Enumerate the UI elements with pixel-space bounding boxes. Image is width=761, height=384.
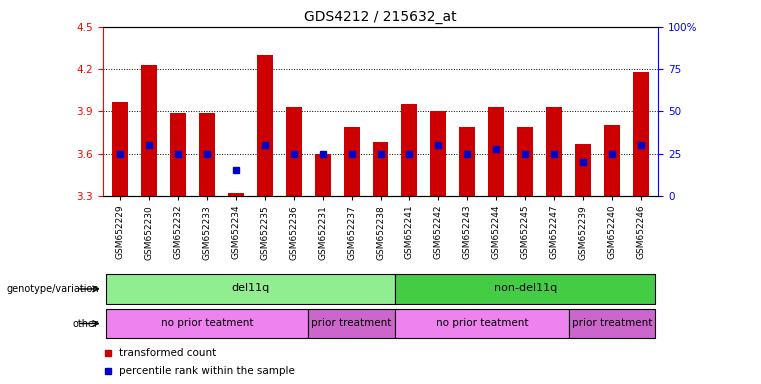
Bar: [395, 274, 655, 304]
Text: prior treatment: prior treatment: [311, 318, 392, 328]
Bar: [228, 193, 244, 196]
Text: genotype/variation: genotype/variation: [6, 284, 99, 294]
Bar: [517, 127, 533, 196]
Text: del11q: del11q: [231, 283, 269, 293]
Text: non-del11q: non-del11q: [494, 283, 557, 293]
Bar: [402, 104, 417, 196]
Text: other: other: [73, 318, 99, 329]
Text: prior treatment: prior treatment: [572, 318, 652, 328]
Text: transformed count: transformed count: [119, 348, 217, 358]
Bar: [106, 309, 308, 338]
Text: percentile rank within the sample: percentile rank within the sample: [119, 366, 295, 376]
Bar: [112, 101, 128, 196]
Bar: [141, 65, 157, 196]
Text: no prior teatment: no prior teatment: [161, 318, 253, 328]
Bar: [395, 309, 568, 338]
Bar: [256, 55, 272, 196]
Bar: [285, 107, 301, 196]
Bar: [344, 127, 359, 196]
Bar: [568, 309, 655, 338]
Bar: [106, 274, 395, 304]
Bar: [199, 113, 215, 196]
Bar: [604, 126, 620, 196]
Bar: [489, 107, 505, 196]
Bar: [575, 144, 591, 196]
Bar: [546, 107, 562, 196]
Bar: [170, 113, 186, 196]
Bar: [460, 127, 476, 196]
Bar: [315, 154, 330, 196]
Bar: [633, 72, 649, 196]
Bar: [373, 142, 388, 196]
Bar: [431, 111, 446, 196]
Text: no prior teatment: no prior teatment: [435, 318, 528, 328]
Title: GDS4212 / 215632_at: GDS4212 / 215632_at: [304, 10, 457, 25]
Bar: [308, 309, 395, 338]
